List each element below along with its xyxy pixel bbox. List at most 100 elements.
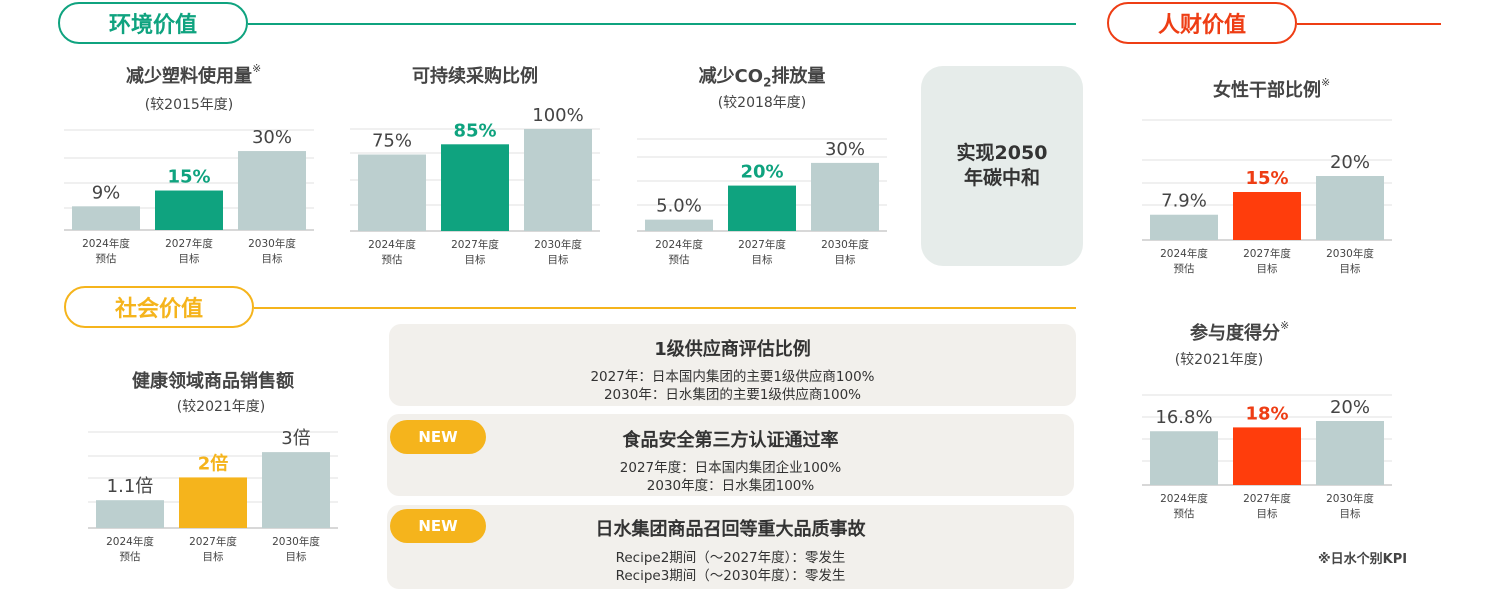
- tick-label: 目标: [262, 253, 283, 265]
- tick-label: 2027年度: [451, 238, 499, 251]
- chart-title-co2: 减少CO2排放量: [698, 66, 826, 90]
- chart-subtitle-engage: (较2021年度): [1174, 352, 1264, 368]
- data-label: 20%: [740, 162, 783, 183]
- bar: [645, 219, 713, 231]
- chart-title-plastic: 减少塑料使用量 ※: [126, 62, 262, 87]
- tick-label: 2030年度: [248, 237, 296, 250]
- bar: [262, 452, 330, 528]
- kpi-card-line: 2027年度：日本国内集团企业100%: [619, 460, 842, 476]
- section-social-label: 社会价值: [64, 286, 254, 328]
- tick-label: 2024年度: [368, 238, 416, 251]
- kpi-card-line: Recipe2期间（～2027年度）：零发生: [615, 550, 846, 566]
- tick-label: 预估: [1174, 262, 1196, 275]
- tick-label: 2024年度: [106, 535, 154, 548]
- tick-label: 目标: [203, 551, 224, 563]
- tick-label: 2027年度: [1243, 247, 1291, 260]
- bar: [1150, 431, 1218, 485]
- bar: [441, 144, 509, 231]
- bar: [179, 477, 247, 528]
- tick-label: 2027年度: [165, 237, 213, 250]
- bar: [358, 154, 426, 231]
- section-env-label: 环境价值: [58, 2, 248, 44]
- bar: [1316, 176, 1384, 240]
- data-label: 15%: [1245, 168, 1288, 189]
- kpi-card-supplier: 1级供应商评估比例 2027年：日本国内集团的主要1级供应商100% 2030年…: [389, 324, 1076, 406]
- chart-title-procure: 可持续采购比例: [412, 66, 538, 87]
- tick-label: 预估: [120, 550, 141, 563]
- chart-title-engage: 参与度得分 ※: [1190, 319, 1290, 344]
- tick-label: 预估: [1174, 507, 1196, 520]
- section-hr-rule: [1297, 23, 1441, 25]
- new-badge: NEW: [390, 509, 486, 543]
- bar: [155, 190, 223, 230]
- data-label: 16.8%: [1155, 407, 1212, 428]
- kpi-card-recall: 日水集团商品召回等重大品质事故 Recipe2期间（～2027年度）：零发生 R…: [387, 505, 1074, 589]
- data-label: 20%: [1330, 397, 1370, 418]
- section-env-rule: [248, 23, 1076, 25]
- bar: [1233, 192, 1301, 240]
- data-label: 9%: [92, 182, 121, 203]
- net-zero-box: 实现2050 年碳中和: [921, 66, 1083, 266]
- tick-label: 2030年度: [1326, 247, 1374, 260]
- data-label: 18%: [1245, 403, 1288, 424]
- data-label: 85%: [453, 120, 496, 141]
- chart-title-health: 健康领域商品销售额: [132, 371, 294, 392]
- tick-label: 目标: [835, 254, 856, 266]
- bar: [72, 206, 140, 230]
- tick-label: 目标: [1340, 508, 1362, 520]
- tick-label: 目标: [1340, 263, 1362, 275]
- kpi-card-line: 2027年：日本国内集团的主要1级供应商100%: [590, 369, 875, 385]
- data-label: 5.0%: [656, 196, 702, 217]
- tick-label: 2030年度: [821, 238, 869, 251]
- bar: [1150, 214, 1218, 240]
- tick-label: 2027年度: [1243, 492, 1291, 505]
- net-zero-line2: 年碳中和: [963, 167, 1040, 189]
- tick-label: 2027年度: [738, 238, 786, 251]
- tick-label: 2030年度: [272, 535, 320, 548]
- tick-label: 目标: [1257, 508, 1279, 520]
- bar: [728, 185, 796, 231]
- data-label: 20%: [1330, 152, 1370, 173]
- tick-label: 2024年度: [1160, 492, 1208, 505]
- data-label: 15%: [167, 167, 210, 188]
- chart-subtitle-health: (较2021年度): [176, 399, 266, 415]
- tick-label: 目标: [548, 254, 569, 266]
- data-label: 75%: [372, 131, 412, 152]
- bar: [1233, 427, 1301, 485]
- tick-label: 2024年度: [655, 238, 703, 251]
- tick-label: 预估: [382, 253, 403, 266]
- data-label: 7.9%: [1161, 191, 1207, 212]
- data-label: 100%: [532, 105, 583, 126]
- bar: [96, 500, 164, 528]
- data-label: 1.1倍: [107, 476, 154, 497]
- kpi-card-food-safety: 食品安全第三方认证通过率 2027年度：日本国内集团企业100% 2030年度：…: [387, 414, 1074, 496]
- data-label: 3倍: [281, 428, 310, 449]
- data-label: 30%: [252, 127, 292, 148]
- data-label: 30%: [825, 139, 865, 160]
- tick-label: 目标: [286, 551, 307, 563]
- footnote: ※日水个别KPI: [1318, 552, 1408, 567]
- new-badge: NEW: [390, 420, 486, 454]
- section-social-rule: [254, 307, 1076, 309]
- kpi-card-title: 食品安全第三方认证通过率: [622, 430, 839, 451]
- tick-label: 目标: [1257, 263, 1279, 275]
- chart-title-women: 女性干部比例 ※: [1213, 76, 1331, 101]
- chart-subtitle-co2: (较2018年度): [717, 95, 807, 111]
- tick-label: 2030年度: [534, 238, 582, 251]
- tick-label: 预估: [669, 253, 690, 266]
- tick-label: 目标: [179, 253, 200, 265]
- tick-label: 2027年度: [189, 535, 237, 548]
- bar: [1316, 421, 1384, 485]
- kpi-card-line: 2030年：日水集团的主要1级供应商100%: [603, 387, 862, 403]
- kpi-card-line: 2030年度：日水集团100%: [646, 478, 815, 494]
- tick-label: 2024年度: [82, 237, 130, 250]
- tick-label: 2030年度: [1326, 492, 1374, 505]
- section-hr-label: 人财价值: [1107, 2, 1297, 44]
- bar: [524, 129, 592, 231]
